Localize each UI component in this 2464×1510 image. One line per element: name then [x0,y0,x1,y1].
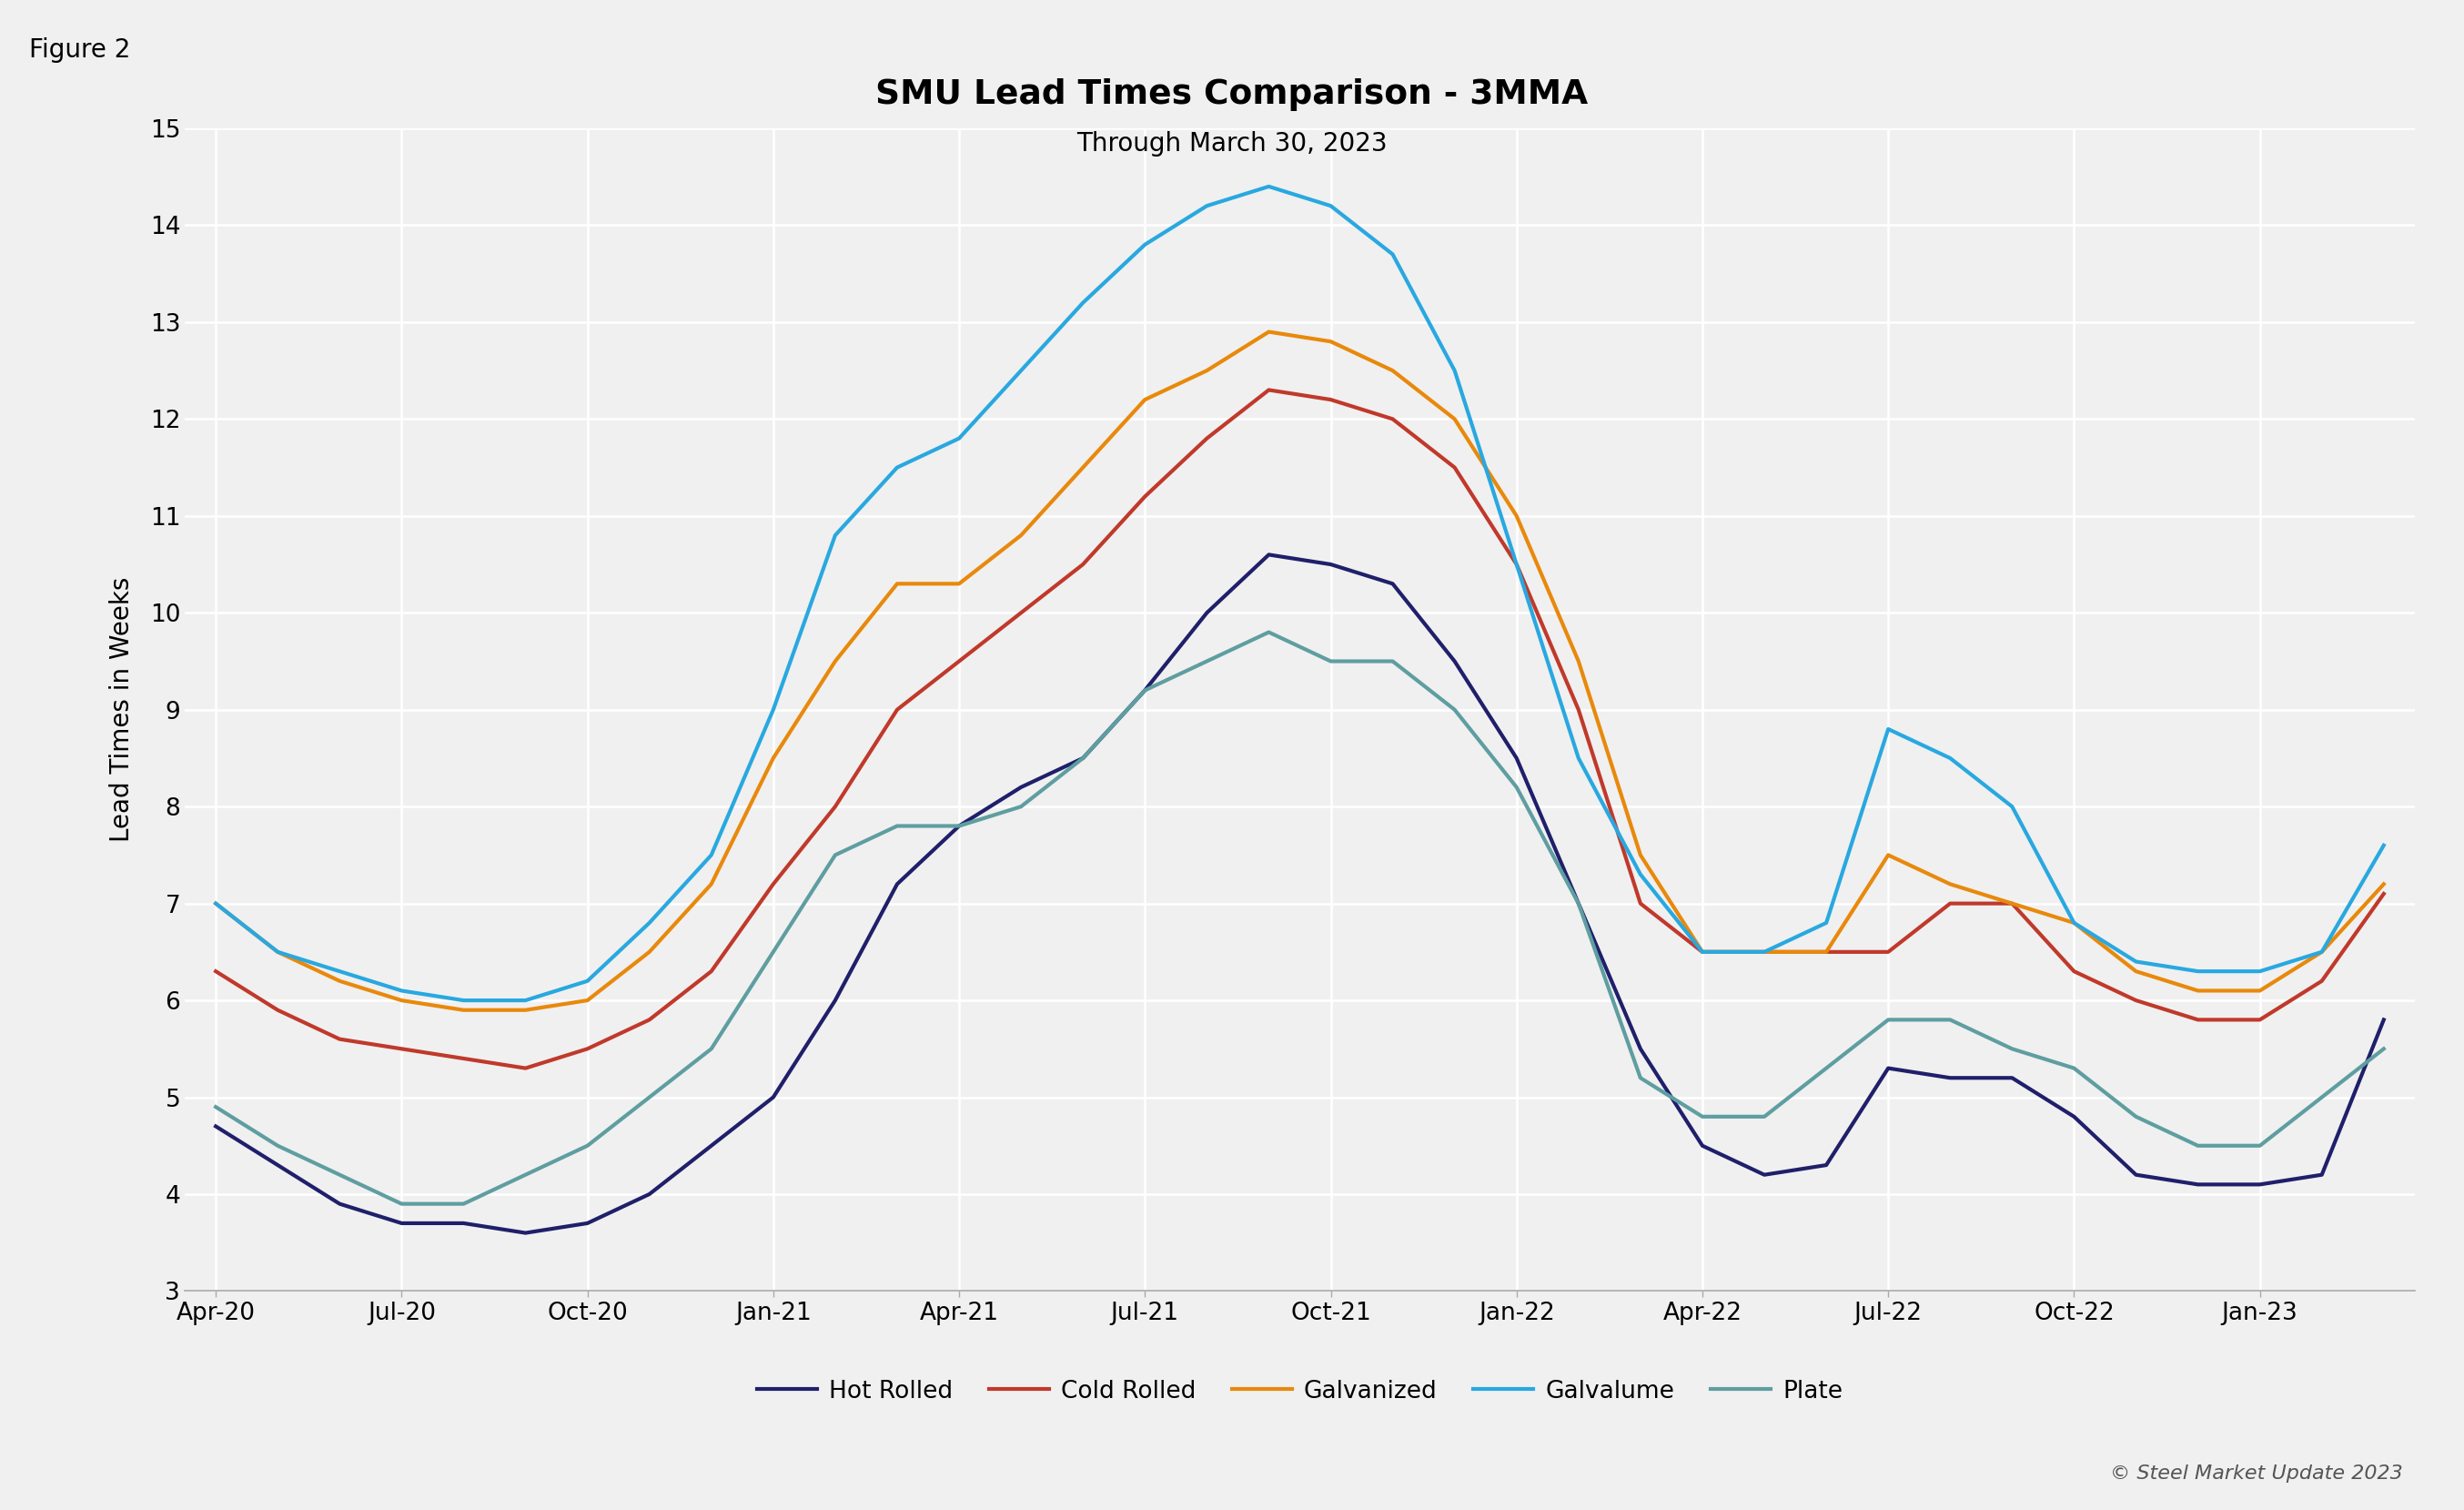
Text: Figure 2: Figure 2 [30,38,131,63]
Text: SMU Lead Times Comparison - 3MMA: SMU Lead Times Comparison - 3MMA [875,79,1589,112]
Text: © Steel Market Update 2023: © Steel Market Update 2023 [2109,1465,2402,1483]
Text: Through March 30, 2023: Through March 30, 2023 [1077,131,1387,157]
Y-axis label: Lead Times in Weeks: Lead Times in Weeks [108,577,136,843]
Legend: Hot Rolled, Cold Rolled, Galvanized, Galvalume, Plate: Hot Rolled, Cold Rolled, Galvanized, Gal… [747,1370,1853,1413]
